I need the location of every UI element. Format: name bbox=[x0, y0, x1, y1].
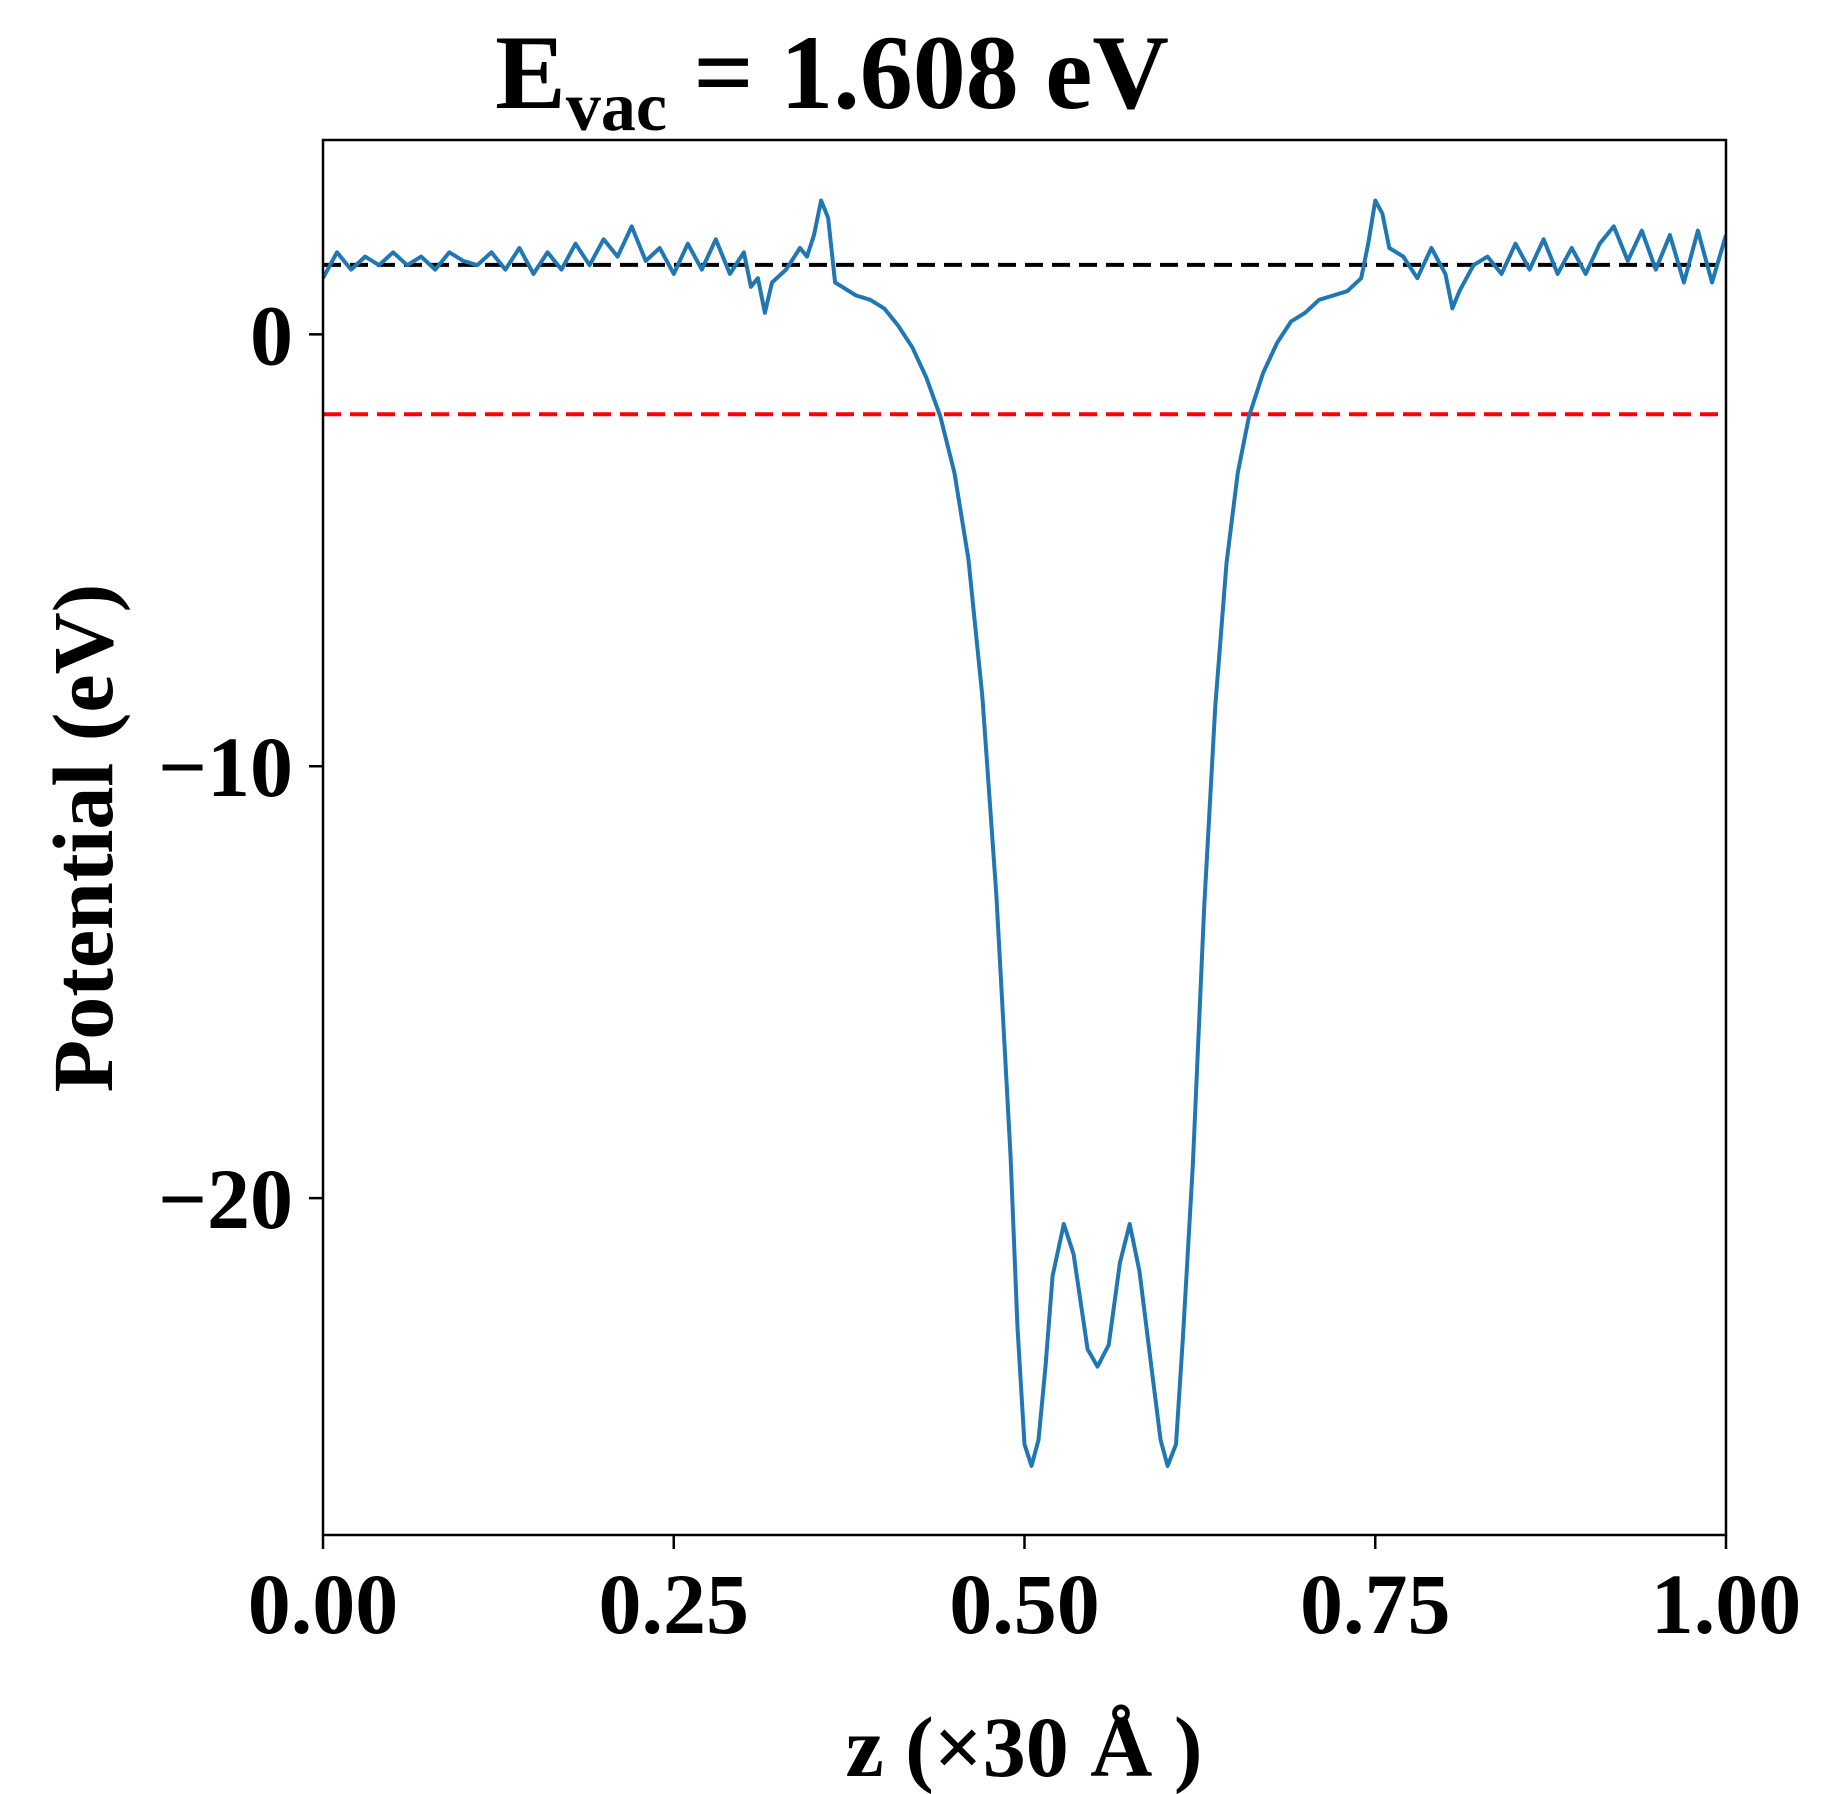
x-axis-ticks: 0.00 0.25 0.50 0.75 1.00 bbox=[248, 1535, 1802, 1652]
x-tick-label: 0.75 bbox=[1300, 1556, 1451, 1652]
y-tick-label: −10 bbox=[158, 719, 293, 815]
planar-averaged-potential-line bbox=[323, 198, 1726, 1468]
plot-frame bbox=[321, 138, 1728, 1537]
chart-title-subscript: vac bbox=[566, 69, 667, 146]
x-tick-label: 0.00 bbox=[248, 1556, 399, 1652]
x-tick-label: 0.25 bbox=[599, 1556, 750, 1652]
chart-title-prefix: E bbox=[495, 14, 566, 131]
x-axis-label: z (×30 Å ) bbox=[845, 1699, 1202, 1794]
reference-lines bbox=[323, 262, 1726, 417]
y-axis-label: Potential (eV) bbox=[35, 584, 131, 1093]
chart-title: Evac = 1.608 eV bbox=[495, 14, 1169, 146]
y-tick-label: 0 bbox=[250, 287, 293, 383]
series-layer bbox=[323, 198, 1726, 1468]
x-tick-label: 0.50 bbox=[949, 1556, 1100, 1652]
chart-title-suffix: = 1.608 eV bbox=[667, 14, 1169, 131]
x-tick-label: 1.00 bbox=[1651, 1556, 1802, 1652]
y-tick-label: −20 bbox=[158, 1151, 293, 1247]
y-axis-ticks: 0 −10 −20 bbox=[158, 287, 323, 1247]
